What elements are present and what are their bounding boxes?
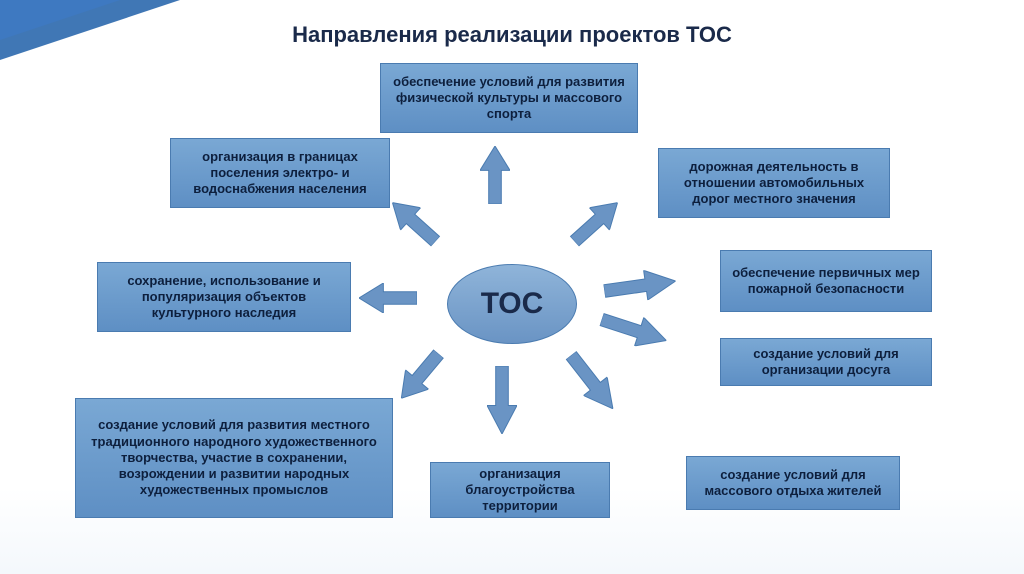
arrow-ne — [564, 191, 627, 252]
node-nw: организация в границах поселения электро… — [170, 138, 390, 208]
node-e2: создание условий для организации досуга — [720, 338, 932, 386]
node-e1: обеспечение первичных мер пожарной безоп… — [720, 250, 932, 312]
arrow-s — [487, 366, 517, 434]
node-sw: создание условий для развития местного т… — [75, 398, 393, 518]
arrow-sw — [390, 344, 450, 408]
arrow-e1 — [602, 266, 677, 306]
arrow-n — [480, 146, 510, 204]
arrow-e2 — [597, 305, 671, 355]
node-n: обеспечение условий для развития физичес… — [380, 63, 638, 133]
node-se: создание условий для массового отдыха жи… — [686, 456, 900, 510]
node-ne: дорожная деятельность в отношении автомо… — [658, 148, 890, 218]
arrow-nw — [382, 191, 445, 252]
arrow-se — [559, 346, 625, 418]
center-label: ТОС — [481, 287, 544, 321]
arrow-w — [359, 283, 417, 313]
node-w: сохранение, использование и популяризаци… — [97, 262, 351, 332]
node-s: организация благоустройства территории — [430, 462, 610, 518]
center-node: ТОС — [447, 264, 577, 344]
page-title: Направления реализации проектов ТОС — [0, 22, 1024, 48]
